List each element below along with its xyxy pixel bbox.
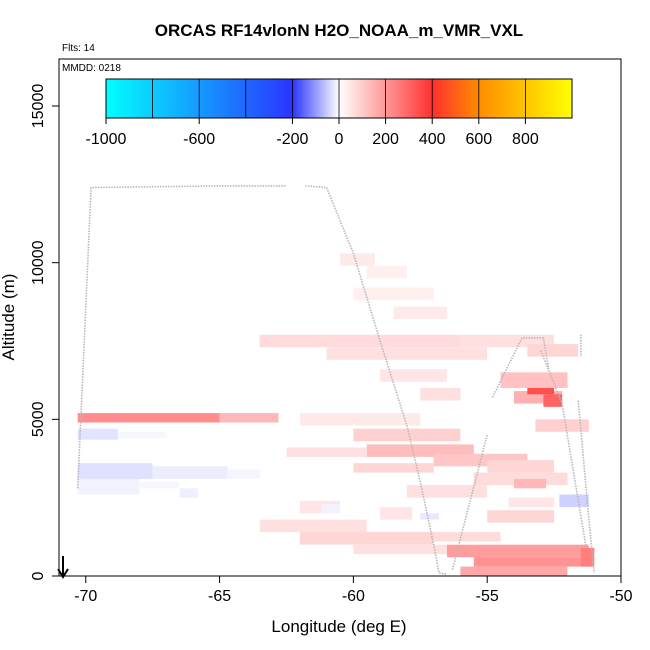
- heatmap-cell: [535, 419, 589, 432]
- heatmap-cell: [559, 494, 589, 507]
- flight-track-segment: [491, 337, 550, 398]
- colorbar-tick-label: 0: [335, 131, 344, 148]
- flight-track-segment: [539, 350, 587, 548]
- flight-track: [76, 185, 595, 576]
- heatmap-cell: [366, 265, 407, 279]
- heatmap-cell: [139, 482, 180, 489]
- colorbar-tick-label: 200: [372, 131, 399, 148]
- flight-track-segment: [577, 400, 595, 573]
- heatmap-cell: [473, 557, 589, 567]
- heatmap-cell: [380, 507, 413, 520]
- plot-frame: [58, 58, 622, 577]
- heatmap-cell: [380, 369, 447, 382]
- x-tick-label: -60: [342, 588, 365, 605]
- y-tick-label: 10000: [30, 240, 47, 285]
- x-tick-label: -50: [609, 588, 632, 605]
- heatmap-cell: [447, 544, 589, 558]
- heatmap-cell: [406, 485, 488, 498]
- heatmap-cell: [500, 372, 568, 388]
- heatmap-cell: [299, 532, 434, 545]
- heatmap-cell: [286, 447, 367, 457]
- heatmap-cell: [543, 394, 563, 407]
- heatmap-cell: [179, 488, 199, 498]
- y-tick-label: 5000: [30, 401, 47, 437]
- heatmap-cell: [259, 519, 367, 533]
- flight-track-segment: [76, 185, 287, 489]
- heatmap-cell: [580, 547, 595, 567]
- heatmap-cell: [77, 413, 220, 423]
- colorbar: -1000 -600 -200 0 200 400 600 800: [86, 78, 573, 148]
- heatmap-cell: [487, 510, 555, 523]
- heatmap-cell: [514, 478, 547, 489]
- flights-label: Flts: 14: [62, 43, 95, 54]
- colorbar-tick-label: 800: [512, 131, 539, 148]
- heatmap-cell: [353, 287, 434, 301]
- heatmap-cell: [152, 466, 228, 479]
- heatmap-cell: [366, 444, 474, 457]
- heatmap-cell: [460, 566, 568, 576]
- heatmap-cell: [227, 469, 260, 479]
- x-tick-label: -70: [74, 588, 97, 605]
- x-tick-label: -55: [476, 588, 499, 605]
- y-axis: 0 5000 10000 15000: [30, 84, 59, 580]
- heatmap-cell: [420, 388, 461, 401]
- colorbar-tick-label: -1000: [86, 131, 127, 148]
- colorbar-tick-label: -600: [183, 131, 215, 148]
- flight-track-segment: [305, 185, 448, 576]
- heatmap-cell: [420, 513, 439, 520]
- y-axis-label: Altitude (m): [0, 274, 18, 361]
- date-label: MMDD: 0218: [62, 63, 121, 74]
- y-tick-label: 0: [30, 571, 47, 580]
- y-tick-label: 15000: [30, 84, 47, 129]
- heatmap-cell: [117, 431, 167, 439]
- heatmap-cell: [77, 428, 118, 440]
- heatmap-cell: [321, 503, 340, 514]
- heatmap-cell: [77, 478, 140, 495]
- heatmap-cell: [487, 460, 555, 473]
- heatmap-cell: [299, 413, 421, 426]
- chart-title: ORCAS RF14vlonN H2O_NOAA_m_VMR_VXL: [155, 21, 523, 40]
- heatmap-cell: [353, 544, 448, 555]
- heatmap-cell: [433, 532, 501, 542]
- x-tick-label: -65: [208, 588, 231, 605]
- colorbar-tick-label: -200: [276, 131, 308, 148]
- heatmap-cell: [353, 428, 461, 442]
- heatmap-cell: [527, 388, 555, 395]
- x-axis: -70 -65 -60 -55 -50: [74, 576, 633, 605]
- heatmap-cell: [340, 253, 375, 266]
- heatmap-cells: [77, 253, 595, 576]
- heatmap-cell: [219, 413, 279, 423]
- colorbar-tick-label: 400: [419, 131, 446, 148]
- heatmap-cell: [508, 497, 555, 508]
- x-axis-label: Longitude (deg E): [271, 617, 406, 636]
- heatmap-cell: [460, 334, 555, 348]
- heatmap-cell: [77, 463, 153, 479]
- heatmap-cell: [527, 344, 579, 357]
- heatmap-cell: [326, 347, 488, 360]
- arrow-down-icon: [57, 556, 69, 579]
- colorbar-tick-label: 600: [465, 131, 492, 148]
- heatmap-cell: [353, 463, 434, 473]
- heatmap-cell: [259, 334, 461, 348]
- heatmap-cell: [393, 306, 447, 319]
